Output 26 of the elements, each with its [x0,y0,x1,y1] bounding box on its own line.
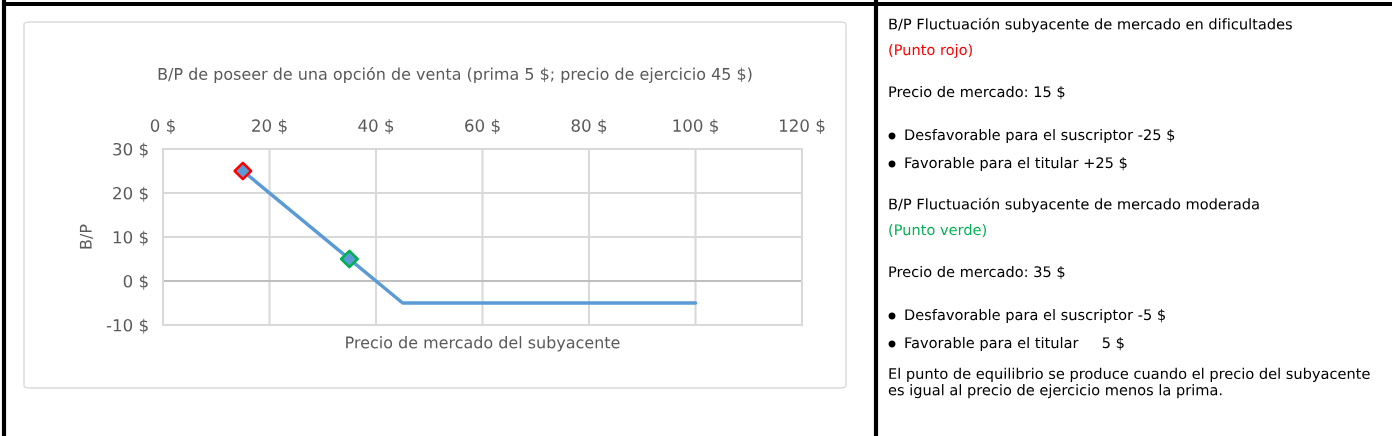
y-tick-label: 0 $ [123,274,148,290]
text: B/P Fluctuación subyacente de mercado moderada [889,197,1259,213]
x-tick-label: 0 $ [150,118,175,135]
text: Desfavorable para el suscriptor -5 $ [905,308,1165,324]
text: El punto de equilibrio se produce cuando el precio del subyacente es igual al precio de ejercicio menos la prima. [888,367,1370,399]
x-tick-label: 120 $ [779,118,825,135]
text: Precio de mercado: 35 $ [889,265,1065,280]
y-tick-label: 10 $ [113,230,148,246]
text: Precio de mercado: 15 $ [889,85,1065,100]
text: Desfavorable para el suscriptor -25 $ [905,128,1175,144]
x-tick-label: 100 $ [673,118,718,135]
text: (Punto verde) [889,223,986,237]
text: Favorable para el titular 5 $ [905,336,1124,352]
y-tick-label: 20 $ [113,186,148,202]
chart-title: B/P de poseer de una opción de venta (prima 5 $; precio de ejercicio 45 $) [158,66,752,84]
text: (Punto rojo) [889,43,972,59]
y-tick-label: 30 $ [113,142,148,158]
x-tick-label: 40 $ [358,118,394,135]
y-tick-label: -10 $ [106,318,148,334]
x-tick-label: 20 $ [252,118,287,135]
text: B/P Fluctuación subyacente de mercado en dificultades [889,17,1292,33]
y-axis-title: B/P [79,224,94,249]
x-tick-label: 60 $ [465,118,500,135]
x-axis-title: Precio de mercado del subyacente [346,336,620,352]
x-tick-label: 80 $ [571,118,607,135]
text: Favorable para el titular +25 $ [905,156,1127,172]
